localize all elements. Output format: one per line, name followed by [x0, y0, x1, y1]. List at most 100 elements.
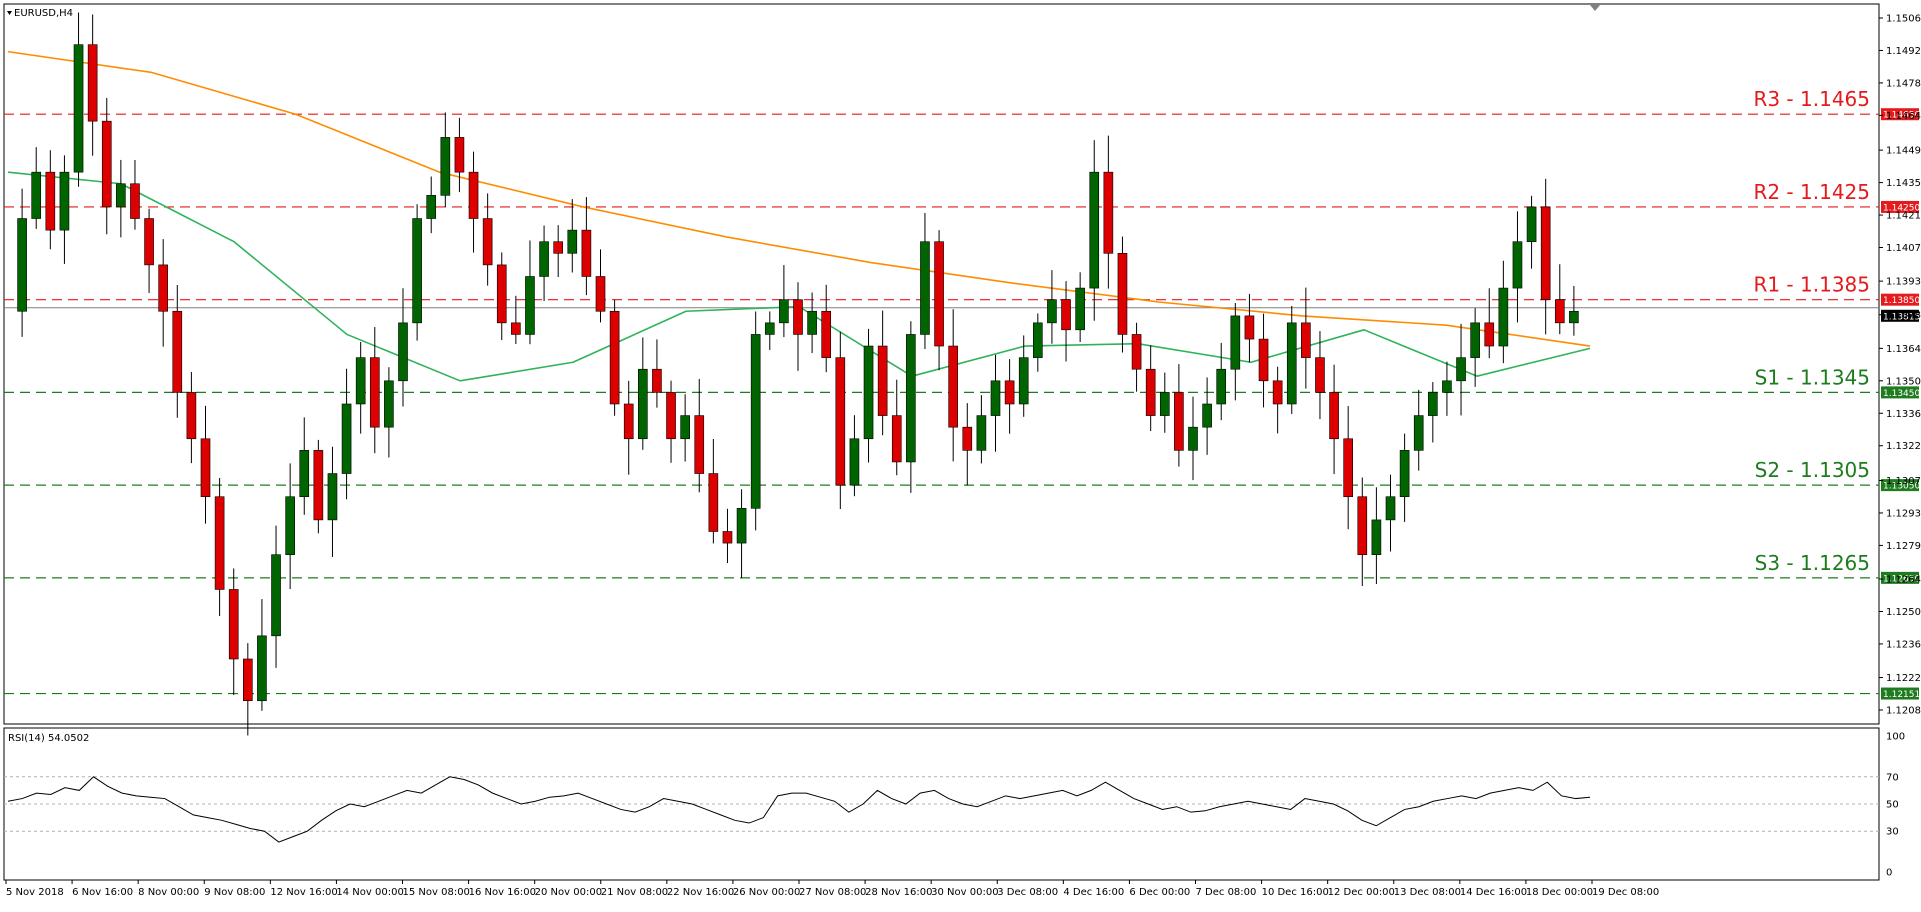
- level-badge-5: [1881, 571, 1919, 584]
- current-price-text: 1.13815: [1883, 312, 1920, 322]
- candle: [1033, 313, 1043, 372]
- time-tick-label: 16 Nov 16:00: [469, 887, 536, 898]
- candle: [454, 117, 465, 193]
- time-tick-label: 12 Nov 16:00: [270, 887, 337, 898]
- symbol-dropdown-icon[interactable]: [7, 11, 12, 15]
- level-badge-text-4: 1.13050: [1883, 482, 1920, 492]
- candle: [1004, 359, 1015, 434]
- level-badge-2: [1881, 293, 1919, 306]
- level-label-4: S2 - 1.1305: [1755, 458, 1870, 482]
- symbol-label: EURUSD,H4: [14, 8, 73, 19]
- price-tick-label: 1.14215: [1886, 211, 1921, 222]
- candle: [779, 265, 789, 338]
- price-tick-label: 1.13930: [1886, 277, 1921, 288]
- candle: [1258, 313, 1269, 408]
- time-tick-label: 21 Nov 08:00: [601, 887, 668, 898]
- candle: [680, 394, 690, 462]
- time-tick-label: 30 Nov 00:00: [931, 887, 998, 898]
- price-tick-label: 1.14355: [1886, 178, 1921, 189]
- candle: [1216, 342, 1227, 421]
- candle: [186, 371, 197, 464]
- candle: [1174, 364, 1184, 467]
- time-tick-label: 4 Dec 16:00: [1063, 887, 1124, 898]
- candle: [694, 378, 705, 493]
- price-tick-label: 1.13640: [1886, 344, 1921, 355]
- level-label-1: R2 - 1.1425: [1753, 180, 1870, 204]
- time-tick-label: 13 Dec 08:00: [1394, 887, 1461, 898]
- candle: [327, 446, 338, 557]
- candle: [1230, 303, 1241, 401]
- candle: [341, 368, 352, 500]
- candle: [638, 337, 648, 450]
- time-tick-label: 28 Nov 16:00: [865, 887, 932, 898]
- rsi-tick-label: 100: [1886, 732, 1905, 743]
- time-tick-label: 27 Nov 08:00: [799, 887, 866, 898]
- candle: [1399, 433, 1410, 522]
- rsi-line: [7, 776, 1591, 843]
- candle: [948, 309, 958, 462]
- price-tick-label: 1.14075: [1886, 243, 1921, 254]
- candle: [1286, 306, 1297, 414]
- ma-line-0: [7, 50, 1591, 347]
- candle: [906, 321, 916, 493]
- candle: [821, 284, 832, 373]
- candle: [1159, 372, 1170, 433]
- candle: [31, 147, 42, 229]
- candle: [1315, 331, 1325, 420]
- price-tick-label: 1.13070: [1886, 476, 1921, 487]
- candle: [1188, 396, 1198, 481]
- candle: [158, 239, 168, 347]
- candle: [1512, 211, 1523, 323]
- candle: [1371, 487, 1382, 585]
- candle: [398, 288, 408, 407]
- time-tick-label: 22 Nov 16:00: [667, 887, 734, 898]
- time-tick-label: 20 Nov 00:00: [535, 887, 602, 898]
- candle: [1569, 285, 1579, 336]
- candle: [1456, 323, 1466, 416]
- candle: [511, 295, 521, 345]
- candle: [934, 230, 944, 371]
- candle: [1244, 293, 1255, 363]
- candle: [1357, 477, 1368, 587]
- candle: [214, 477, 225, 616]
- candle: [553, 225, 563, 278]
- candle: [764, 311, 775, 350]
- time-tick-label: 12 Dec 00:00: [1328, 887, 1395, 898]
- candle: [1442, 361, 1452, 416]
- candle: [1470, 308, 1480, 387]
- candle: [1413, 389, 1424, 471]
- price-tick-label: 1.12080: [1886, 706, 1921, 717]
- candle: [313, 439, 324, 534]
- time-tick-label: 7 Dec 08:00: [1196, 887, 1257, 898]
- time-axis-layer: 5 Nov 2018 6 Nov 16:00 8 Nov 00:00 9 Nov 08…: [5, 880, 1659, 898]
- price-axis-layer: 1.15065 1.14925 1.14785 1.14645 1.14495 1.143…: [1879, 14, 1921, 717]
- candle: [87, 14, 98, 156]
- candle: [101, 97, 112, 235]
- level-label-3: S1 - 1.1345: [1755, 365, 1870, 389]
- shift-marker-icon[interactable]: [1590, 5, 1600, 11]
- candle: [116, 159, 126, 238]
- candle: [45, 150, 56, 250]
- candle: [1061, 281, 1071, 362]
- time-tick-label: 3 Dec 08:00: [997, 887, 1058, 898]
- candle: [525, 240, 535, 345]
- candle: [17, 188, 27, 337]
- candle: [595, 249, 606, 323]
- candle: [863, 328, 874, 463]
- candle: [567, 199, 578, 273]
- rsi-tick-label: 50: [1886, 800, 1899, 811]
- time-tick-label: 26 Nov 00:00: [733, 887, 800, 898]
- candle: [1047, 270, 1057, 344]
- candle: [1385, 474, 1396, 552]
- candle: [130, 159, 140, 230]
- candle: [228, 568, 239, 696]
- candle: [920, 212, 930, 349]
- candle: [722, 508, 733, 564]
- level-label-2: R1 - 1.1385: [1753, 273, 1870, 297]
- level-badge-text-2: 1.13850: [1883, 296, 1920, 306]
- candle: [1131, 322, 1142, 392]
- price-tick-label: 1.14495: [1886, 146, 1921, 157]
- candle: [482, 193, 493, 286]
- time-tick-label: 18 Dec 00:00: [1526, 887, 1593, 898]
- level-badge-text-3: 1.13450: [1883, 389, 1920, 399]
